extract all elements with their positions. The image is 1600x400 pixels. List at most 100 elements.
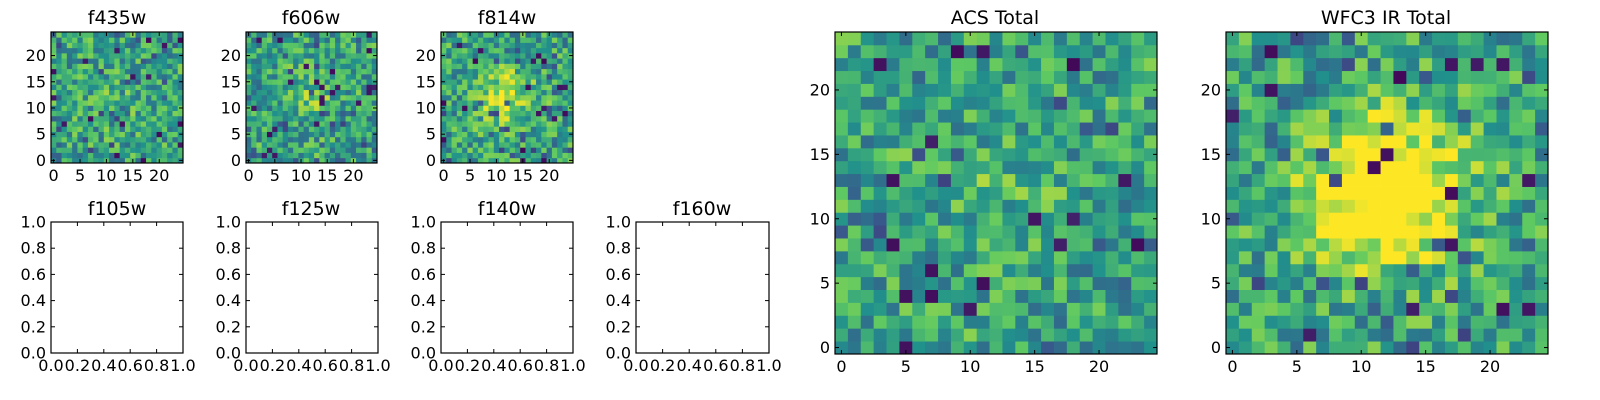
heatmap-cell [1290,148,1303,161]
heatmap-cell [157,126,163,132]
heatmap-cell [1093,135,1106,148]
y-tick-label: 0.8 [216,239,241,258]
heatmap-cell [515,132,521,138]
heatmap-cell [1535,251,1548,264]
heatmap-cell [938,148,951,161]
heatmap-cell [1093,238,1106,251]
heatmap-cell [157,42,163,48]
heatmap-cell [67,137,73,143]
heatmap-cell [499,105,505,111]
heatmap-cell [114,116,120,122]
heatmap-cell [1105,315,1118,328]
heatmap-cell [262,74,268,80]
heatmap-cell [489,42,495,48]
heatmap-cell [536,42,542,48]
heatmap-cell [146,142,152,148]
heatmap-cell [340,90,346,96]
heatmap-cell [990,174,1003,187]
y-tick-label: 0.2 [411,317,436,336]
heatmap-cell [1509,225,1522,238]
heatmap-cell [887,71,900,84]
heatmap-cell [1252,315,1265,328]
heatmap-cell [314,153,320,159]
heatmap-cell [1252,161,1265,174]
heatmap-cell [1093,251,1106,264]
heatmap-cell [441,137,447,143]
heatmap-cell [1054,174,1067,187]
heatmap-cell [62,153,68,159]
heatmap-cell [478,53,484,59]
heatmap-cell [1535,238,1548,251]
heatmap-cell [887,187,900,200]
heatmap-cell [67,79,73,85]
heatmap-cell [452,32,458,38]
heatmap-cell [135,137,141,143]
heatmap-cell [288,153,294,159]
heatmap-cell [848,148,861,161]
heatmap-cell [104,74,110,80]
heatmap-cell [246,121,252,127]
heatmap-cell [489,126,495,132]
heatmap-cell [1041,122,1054,135]
heatmap-cell [1015,341,1028,354]
heatmap-cell [520,84,526,90]
heatmap-cell [351,121,357,127]
heatmap-cell [109,32,115,38]
heatmap-cell [330,137,336,143]
heatmap-cell [1445,135,1458,148]
heatmap-cell [457,69,463,75]
heatmap-cell [77,100,83,106]
heatmap-cell [162,105,168,111]
heatmap-cell [1509,148,1522,161]
heatmap-cell [557,32,563,38]
heatmap-cell [1419,290,1432,303]
heatmap-cell [1458,341,1471,354]
heatmap-cell [1303,290,1316,303]
heatmap-cell [1093,328,1106,341]
heatmap-cell [262,53,268,59]
heatmap-cell [246,147,252,153]
heatmap-cell [1265,290,1278,303]
heatmap-cell [520,79,526,85]
heatmap-cell [72,95,78,101]
heatmap-cell [157,147,163,153]
heatmap-cell [88,37,94,43]
heatmap-cell [1458,277,1471,290]
heatmap-cell [1028,96,1041,109]
heatmap-cell [912,187,925,200]
heatmap-cell [1093,122,1106,135]
heatmap-cell [1432,58,1445,71]
heatmap-cell [848,187,861,200]
heatmap-cell [536,137,542,143]
heatmap-cell [356,37,362,43]
heatmap-cell [951,135,964,148]
heatmap-cell [457,42,463,48]
heatmap-cell [562,32,568,38]
heatmap-cell [990,32,1003,45]
heatmap-cell [1432,84,1445,97]
heatmap-cell [1144,302,1157,315]
heatmap-cell [489,84,495,90]
heatmap-cell [88,42,94,48]
heatmap-cell [848,315,861,328]
heatmap-cell [835,135,848,148]
heatmap-cell [283,142,289,148]
heatmap-cell [990,277,1003,290]
heatmap-cell [441,147,447,153]
heatmap-cell [1028,71,1041,84]
heatmap-cell [77,53,83,59]
heatmap-cell [861,148,874,161]
heatmap-cell [172,95,178,101]
heatmap-cell [552,32,558,38]
heatmap-cell [256,37,262,43]
heatmap-cell [1067,251,1080,264]
heatmap-cell [912,328,925,341]
heatmap-cell [536,116,542,122]
heatmap-cell [130,111,136,117]
heatmap-cell [1041,96,1054,109]
heatmap-cell [510,32,516,38]
heatmap-cell [912,71,925,84]
heatmap-cell [1471,341,1484,354]
heatmap-cell [1406,96,1419,109]
heatmap-cell [489,90,495,96]
